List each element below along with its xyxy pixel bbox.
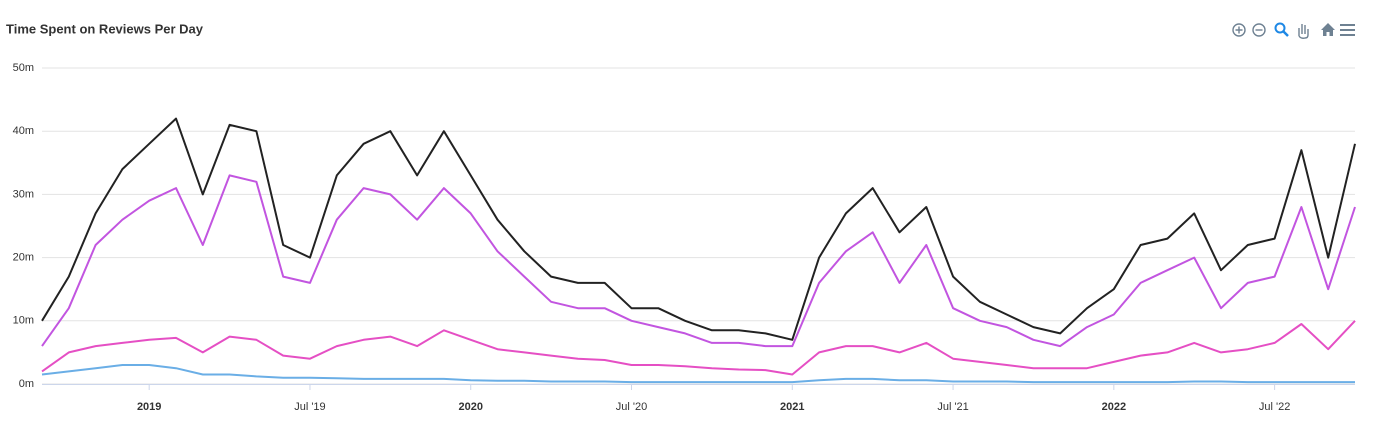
series-line xyxy=(41,364,1355,384)
pan[interactable] xyxy=(1298,24,1309,39)
zoom-in[interactable] xyxy=(1232,23,1246,37)
series-line xyxy=(41,174,1356,348)
y-tick-label: 20m xyxy=(13,252,34,264)
x-tick-label: Jul '19 xyxy=(294,401,325,413)
menu[interactable] xyxy=(1340,24,1355,36)
x-tick-label: Jul '20 xyxy=(616,401,647,413)
x-tick-label: 2019 xyxy=(137,401,161,413)
zoom-select[interactable] xyxy=(1274,22,1289,37)
x-tick-label: 2022 xyxy=(1102,401,1126,413)
y-tick-label: 0m xyxy=(19,378,34,390)
zoom-out[interactable] xyxy=(1252,23,1266,37)
x-tick-label: 2020 xyxy=(458,401,482,413)
y-tick-label: 10m xyxy=(13,315,34,327)
y-tick-label: 40m xyxy=(13,125,34,137)
series-line xyxy=(41,117,1356,341)
x-tick-label: Jul '22 xyxy=(1259,401,1290,413)
reset[interactable] xyxy=(1321,23,1335,36)
series-line xyxy=(41,320,1356,376)
y-tick-label: 30m xyxy=(13,188,34,200)
x-tick-label: Jul '21 xyxy=(937,401,968,413)
toolbar xyxy=(1232,22,1355,39)
chart-title: Time Spent on Reviews Per Day xyxy=(6,21,204,36)
y-tick-label: 50m xyxy=(13,62,34,74)
x-tick-label: 2021 xyxy=(780,401,804,413)
